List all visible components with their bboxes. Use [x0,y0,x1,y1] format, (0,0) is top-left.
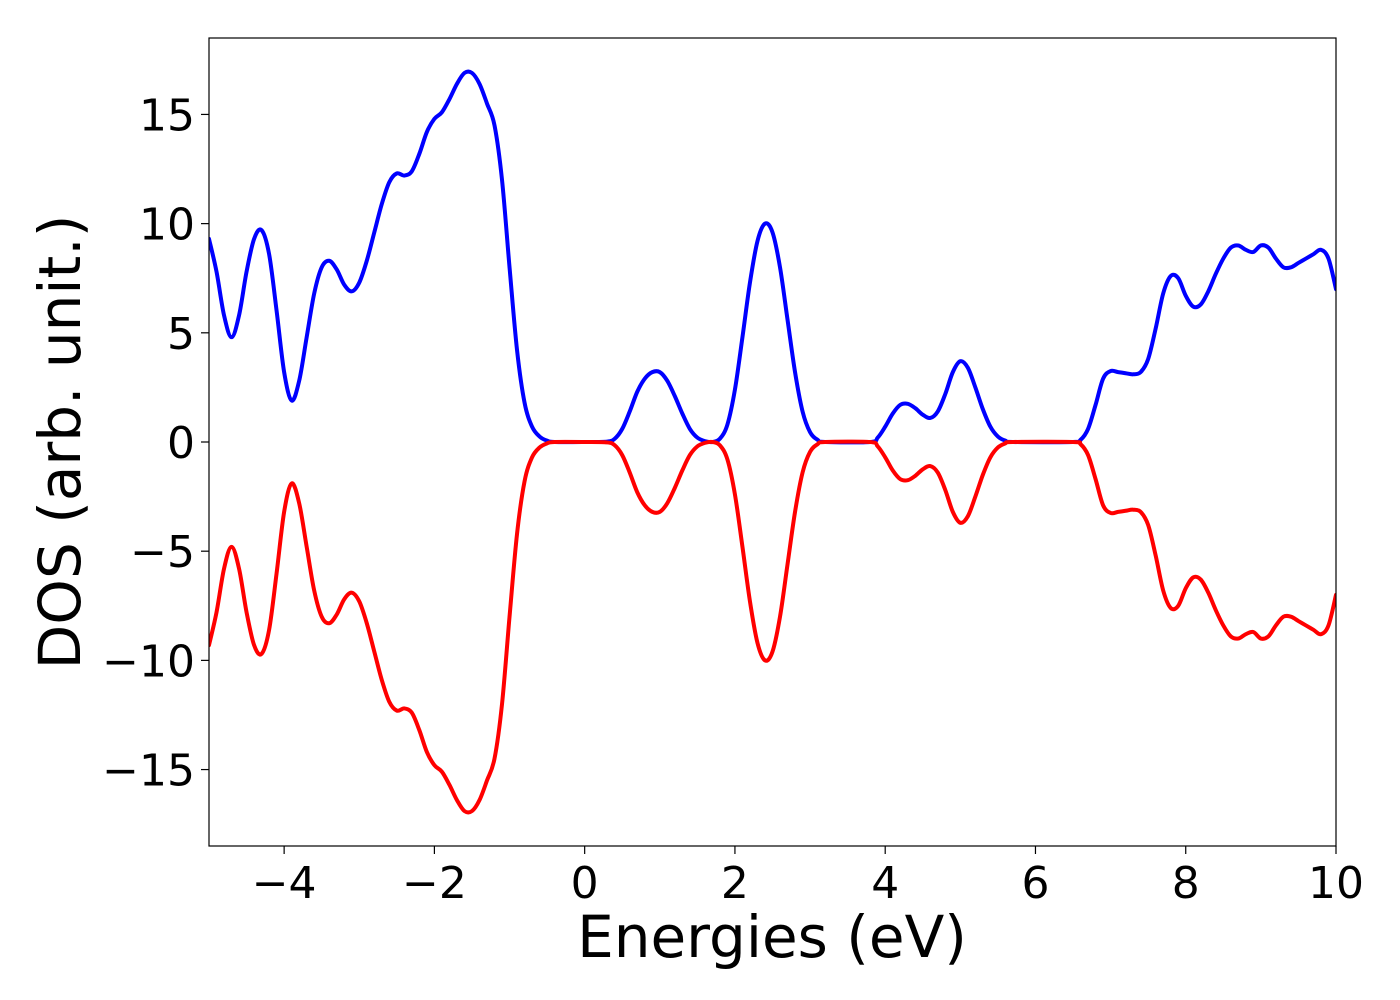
x-tick-label: 8 [1172,858,1200,909]
x-tick-label: 6 [1021,858,1049,909]
x-axis-ticks: −4 −2 0 2 4 6 8 10 [252,846,1364,909]
y-tick-label: 10 [139,200,195,251]
x-tick-label: −4 [252,858,317,909]
plot-background [209,38,1336,846]
dos-curve-negative [209,439,1336,815]
x-tick-label: 10 [1308,858,1364,909]
y-axis-label: DOS (arb. unit.) [26,215,94,670]
y-tick-label: 15 [139,90,195,141]
x-axis-label: Energies (eV) [577,903,967,971]
x-tick-label: −2 [402,858,467,909]
y-tick-label: 5 [167,309,195,360]
y-tick-label: 0 [167,418,195,469]
y-tick-label: −15 [102,746,195,797]
dos-curve-positive [209,69,1336,445]
y-tick-label: −10 [102,636,195,687]
x-tick-label: 0 [571,858,599,909]
y-tick-label: −5 [130,527,195,578]
x-tick-label: 2 [721,858,749,909]
y-axis-ticks: 15 10 5 0 −5 −10 −15 [102,90,209,797]
x-tick-label: 4 [871,858,899,909]
series-layer [209,69,1336,815]
